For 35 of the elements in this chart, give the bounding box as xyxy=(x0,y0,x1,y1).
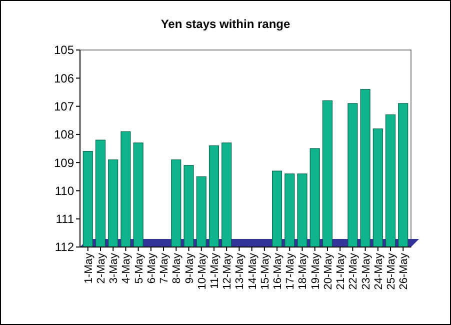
y-tick-label: 111 xyxy=(56,212,74,226)
y-tick-label: 110 xyxy=(54,184,74,198)
x-tick-label: 5-May xyxy=(133,252,146,284)
x-tick-label: 12-May xyxy=(222,252,234,290)
y-tick-label: 112 xyxy=(54,240,74,254)
x-tick-label: 2-May xyxy=(95,252,108,284)
x-tick-label: 7-May xyxy=(158,252,171,284)
y-tick-label: 107 xyxy=(54,99,74,114)
chart-title: Yen stays within range xyxy=(160,17,291,31)
x-tick-label: 24-May xyxy=(372,252,385,290)
y-tick-label: 108 xyxy=(54,128,74,142)
x-tick-label: 15-May xyxy=(259,252,272,290)
x-tick-label: 22-May xyxy=(348,252,360,290)
x-tick-label: 4-May xyxy=(120,252,133,284)
x-tick-label: 16-May xyxy=(272,252,284,290)
x-tick-label: 10-May xyxy=(196,252,208,290)
x-tick-label: 8-May xyxy=(171,252,184,284)
y-tick-label: 109 xyxy=(54,156,74,170)
x-tick-label: 3-May xyxy=(108,252,120,284)
x-tick-label: 11-May xyxy=(208,252,221,289)
x-tick-label: 13-May xyxy=(234,252,246,290)
x-tick-label: 14-May xyxy=(246,252,259,290)
y-tick-label: 105 xyxy=(54,43,74,58)
x-tick-label: 19-May xyxy=(310,252,322,290)
x-tick-label: 6-May xyxy=(146,252,158,284)
x-tick-label: 18-May xyxy=(297,252,310,290)
x-tick-label: 9-May xyxy=(184,252,196,284)
y-tick-label: 106 xyxy=(54,71,74,86)
x-tick-label: 1-May xyxy=(82,252,95,284)
x-tick-label: 17-May xyxy=(284,252,297,290)
x-tick-label: 26-May xyxy=(398,252,410,290)
x-tick-label: 20-May xyxy=(322,252,334,290)
x-tick-label: 21-May xyxy=(335,252,348,290)
x-tick-label: 25-May xyxy=(386,252,398,290)
x-tick-label: 23-May xyxy=(360,252,372,290)
